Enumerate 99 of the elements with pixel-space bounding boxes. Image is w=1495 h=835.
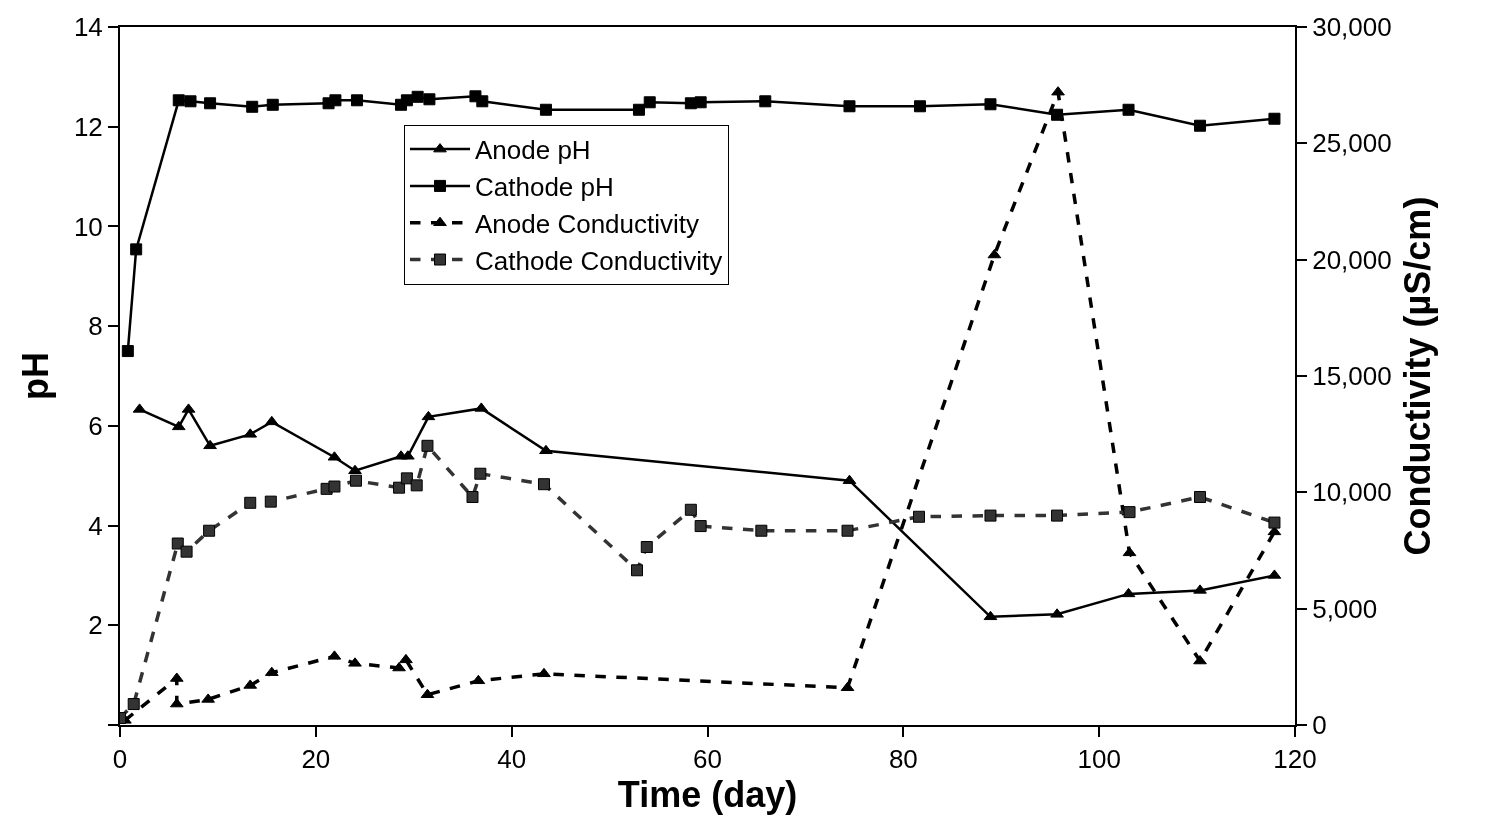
point [172,94,185,107]
point [755,524,768,537]
point [694,520,707,533]
point [466,490,479,503]
point [913,510,925,523]
point [130,243,143,256]
point [400,94,413,107]
point [1268,516,1281,529]
point [1123,506,1136,519]
point [423,93,436,106]
x-tick-label: 120 [1273,744,1317,775]
point [759,95,772,108]
x-axis-title: Time (day) [617,774,798,816]
point [349,474,362,487]
point [1193,584,1207,594]
point [984,509,997,522]
point [1122,103,1135,116]
point [266,98,279,111]
y-tick-label: 12 [73,111,103,142]
y2-tick-label: 15,000 [1312,361,1392,392]
point [694,96,707,109]
y-tick-label: 10 [73,211,103,242]
y-tick-label: 4 [88,510,103,541]
y2-tick-label: 30,000 [1312,12,1392,43]
point [127,698,140,711]
y2-tick-label: 0 [1312,710,1327,741]
legend-label: Anode pH [475,135,591,166]
point [203,524,216,537]
x-tick-label: 40 [497,744,527,775]
point [421,410,436,421]
point [348,657,362,667]
point [537,667,551,678]
point [171,420,186,431]
y-tick-label: 8 [88,311,103,342]
point [840,681,855,692]
y2-axis-title: Conductivity (µS/cm) [1396,196,1438,556]
legend-label: Cathode pH [475,172,614,203]
point [537,478,550,491]
point [471,674,486,685]
x-tick-label: 0 [112,744,128,775]
point [348,464,362,474]
point [246,100,259,113]
legend-label: Cathode Conductivity [475,245,723,276]
point [913,100,926,113]
point [631,564,643,577]
point [393,481,406,494]
point [1193,655,1207,665]
point [632,103,645,116]
point [1194,119,1207,132]
point [184,95,197,108]
point [400,472,413,485]
point [392,662,406,672]
x-tick-label: 60 [693,744,722,775]
point [411,90,424,103]
point [421,439,434,452]
y2-tick-label: 20,000 [1312,244,1392,275]
legend-label: Anode Conductivity [475,208,700,239]
y2-tick-label: 25,000 [1312,128,1392,159]
y-tick-label: 14 [73,12,103,43]
point [539,103,552,116]
point [983,610,998,621]
point [328,480,341,493]
y2-tick-label: 5,000 [1312,593,1378,624]
point [643,96,656,109]
y-axis-title: pH [15,352,57,400]
point [244,496,257,509]
point [1050,608,1064,618]
point [841,524,854,537]
point [399,653,413,664]
point [410,479,423,492]
point [264,495,277,508]
point [539,444,553,455]
x-tick-label: 80 [888,744,918,775]
point [1194,490,1207,503]
point [201,693,215,703]
point [1121,587,1136,598]
point [843,100,856,113]
y2-tick-label: 10,000 [1312,477,1392,508]
y-tick-label: 2 [88,610,103,641]
point [684,503,697,516]
point [640,541,653,554]
point [121,345,134,358]
point [171,537,184,550]
point [1051,509,1064,522]
point [401,450,415,460]
point [476,95,489,108]
point [474,467,487,480]
x-tick-label: 100 [1077,744,1121,775]
point [984,98,997,111]
y-tick-label: 6 [88,410,103,441]
point [329,94,342,107]
point [264,415,279,426]
point [180,545,193,558]
point [1268,112,1281,125]
point [1122,546,1137,557]
point [350,94,363,107]
point [204,97,217,110]
x-tick-label: 20 [301,744,331,775]
point [203,439,217,450]
